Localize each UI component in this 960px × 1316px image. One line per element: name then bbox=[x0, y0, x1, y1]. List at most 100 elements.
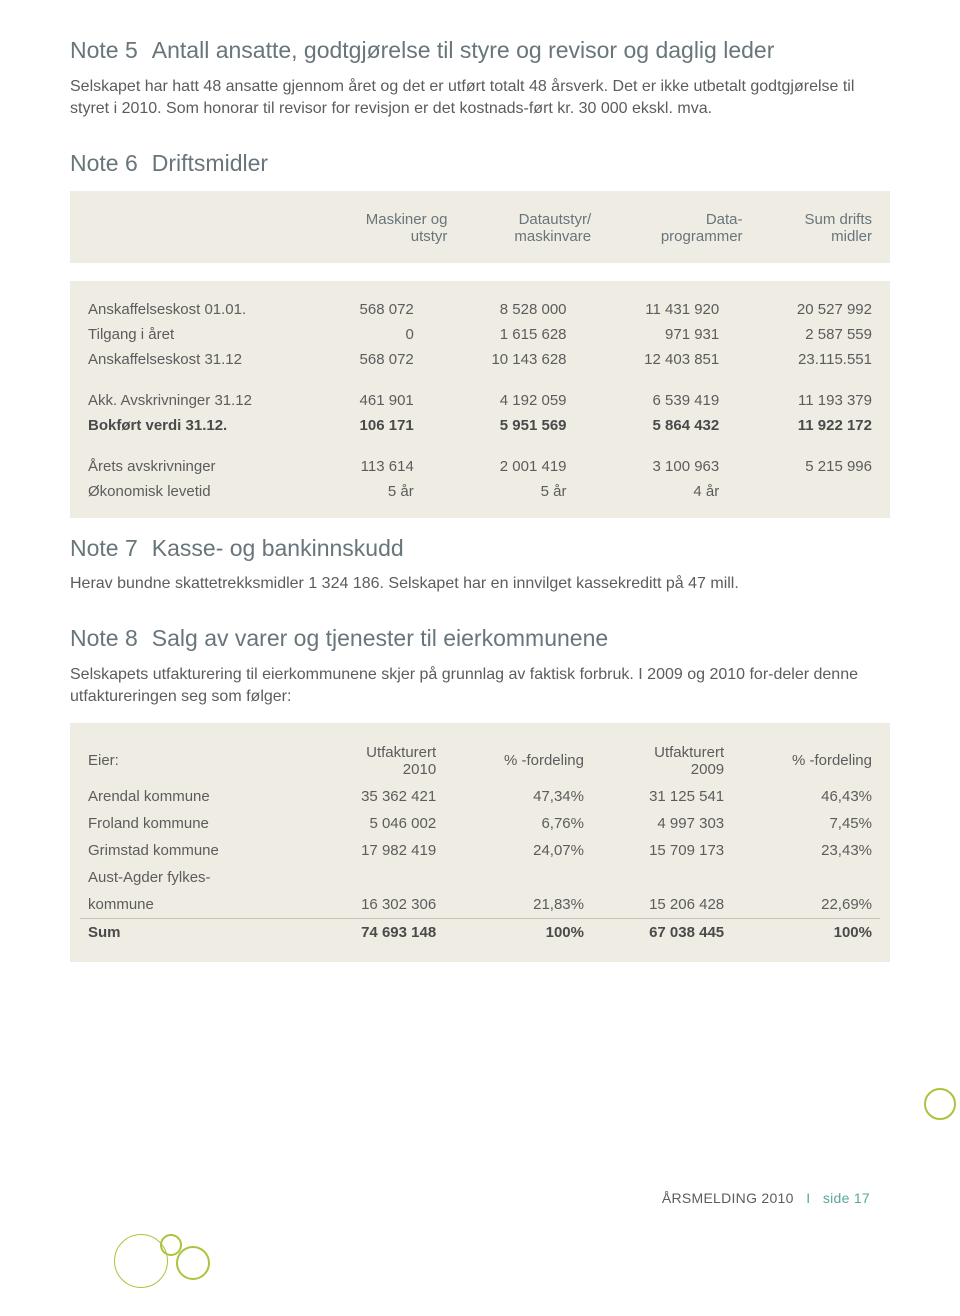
table-row: kommune 16 302 306 21,83% 15 206 428 22,… bbox=[80, 891, 880, 919]
cell: 22,69% bbox=[732, 891, 880, 919]
note8-heading: Note 8 Salg av varer og tjenester til eie… bbox=[70, 624, 890, 654]
cell: 3 100 963 bbox=[575, 454, 728, 479]
cell: 2 587 559 bbox=[727, 322, 880, 347]
note7-title-text: Kasse- og bankinnskudd bbox=[152, 535, 404, 561]
table-row: Akk. Avskrivninger 31.12 461 901 4 192 0… bbox=[80, 388, 880, 413]
note6-heading: Note 6 Driftsmidler bbox=[70, 149, 890, 179]
note8-title-text: Salg av varer og tjenester til eierkommu… bbox=[152, 625, 608, 651]
col-header: Data-programmer bbox=[599, 207, 750, 249]
table-row: Anskaffelseskost 31.12 568 072 10 143 62… bbox=[80, 347, 880, 372]
cell: 23,43% bbox=[732, 837, 880, 864]
note5-body: Selskapet har hatt 48 ansatte gjennom år… bbox=[70, 76, 890, 121]
table-row-bold: Bokført verdi 31.12. 106 171 5 951 569 5… bbox=[80, 413, 880, 438]
cell: 17 982 419 bbox=[304, 837, 444, 864]
cell: 100% bbox=[444, 918, 592, 946]
cell: 5 951 569 bbox=[422, 413, 575, 438]
note6-table: Maskiner ogutstyr Datautstyr/maskinvare … bbox=[80, 207, 880, 249]
note5-title-text: Antall ansatte, godtgjørelse til styre o… bbox=[152, 37, 775, 63]
cell bbox=[727, 479, 880, 504]
table-row: Aust-Agder fylkes- bbox=[80, 864, 880, 891]
cell: 11 193 379 bbox=[727, 388, 880, 413]
cell: 0 bbox=[304, 322, 422, 347]
row-label: Anskaffelseskost 31.12 bbox=[80, 347, 304, 372]
note7-number: Note 7 bbox=[70, 534, 138, 564]
note6-table-block: Maskiner ogutstyr Datautstyr/maskinvare … bbox=[70, 191, 890, 518]
cell: 6,76% bbox=[444, 810, 592, 837]
cell: 11 431 920 bbox=[575, 297, 728, 322]
cell: 113 614 bbox=[304, 454, 422, 479]
row-label: Sum bbox=[80, 918, 304, 946]
row-label: Arendal kommune bbox=[80, 783, 304, 810]
cell: 4 192 059 bbox=[422, 388, 575, 413]
row-label: Anskaffelseskost 01.01. bbox=[80, 297, 304, 322]
cell: 5 år bbox=[422, 479, 575, 504]
cell: 568 072 bbox=[304, 347, 422, 372]
note6-number: Note 6 bbox=[70, 149, 138, 179]
page-footer: ÅRSMELDING 2010 I side 17 bbox=[662, 1190, 870, 1206]
cell: 106 171 bbox=[304, 413, 422, 438]
col-header: Utfakturert2010 bbox=[304, 739, 444, 783]
cell: 35 362 421 bbox=[304, 783, 444, 810]
cell: 100% bbox=[732, 918, 880, 946]
note8-section: Note 8 Salg av varer og tjenester til eie… bbox=[70, 624, 890, 962]
cell: 11 922 172 bbox=[727, 413, 880, 438]
note7-body: Herav bundne skattetrekksmidler 1 324 18… bbox=[70, 573, 890, 595]
decorative-ring-icon bbox=[924, 1088, 956, 1120]
cell: 21,83% bbox=[444, 891, 592, 919]
col-header: Datautstyr/maskinvare bbox=[455, 207, 599, 249]
col-header: % -fordeling bbox=[732, 739, 880, 783]
note6-title-text: Driftsmidler bbox=[152, 150, 268, 176]
col-header: % -fordeling bbox=[444, 739, 592, 783]
note5-number: Note 5 bbox=[70, 36, 138, 66]
cell: 5 046 002 bbox=[304, 810, 444, 837]
col-header: Sum driftsmidler bbox=[751, 207, 880, 249]
note8-table-block: Eier: Utfakturert2010 % -fordeling Utfak… bbox=[70, 723, 890, 962]
table-row: Grimstad kommune 17 982 419 24,07% 15 70… bbox=[80, 837, 880, 864]
table-row: Froland kommune 5 046 002 6,76% 4 997 30… bbox=[80, 810, 880, 837]
cell: 67 038 445 bbox=[592, 918, 732, 946]
footer-page: side 17 bbox=[823, 1190, 870, 1206]
footer-title: ÅRSMELDING 2010 bbox=[662, 1190, 794, 1206]
note6-table-body1: Anskaffelseskost 01.01. 568 072 8 528 00… bbox=[80, 297, 880, 504]
table-row: Tilgang i året 0 1 615 628 971 931 2 587… bbox=[80, 322, 880, 347]
cell: 16 302 306 bbox=[304, 891, 444, 919]
cell: 47,34% bbox=[444, 783, 592, 810]
table-row: Årets avskrivninger 113 614 2 001 419 3 … bbox=[80, 454, 880, 479]
table-row: Arendal kommune 35 362 421 47,34% 31 125… bbox=[80, 783, 880, 810]
decorative-ring-icon bbox=[176, 1246, 210, 1280]
cell: 568 072 bbox=[304, 297, 422, 322]
cell: 23.115.551 bbox=[727, 347, 880, 372]
page-container: Note 5 Antall ansatte, godtgjørelse til s… bbox=[0, 0, 960, 1316]
cell: 15 709 173 bbox=[592, 837, 732, 864]
row-label: Økonomisk levetid bbox=[80, 479, 304, 504]
row-label: Tilgang i året bbox=[80, 322, 304, 347]
table-header-row: Maskiner ogutstyr Datautstyr/maskinvare … bbox=[80, 207, 880, 249]
cell: 8 528 000 bbox=[422, 297, 575, 322]
table-header-row: Eier: Utfakturert2010 % -fordeling Utfak… bbox=[80, 739, 880, 783]
row-label: Bokført verdi 31.12. bbox=[80, 413, 304, 438]
note8-table: Eier: Utfakturert2010 % -fordeling Utfak… bbox=[80, 739, 880, 946]
table-row: Økonomisk levetid 5 år 5 år 4 år bbox=[80, 479, 880, 504]
row-label: Aust-Agder fylkes- bbox=[80, 864, 304, 891]
cell: 4 997 303 bbox=[592, 810, 732, 837]
cell: 5 215 996 bbox=[727, 454, 880, 479]
cell: 20 527 992 bbox=[727, 297, 880, 322]
col-header: Maskiner ogutstyr bbox=[304, 207, 455, 249]
row-label: Akk. Avskrivninger 31.12 bbox=[80, 388, 304, 413]
cell: 12 403 851 bbox=[575, 347, 728, 372]
note8-body: Selskapets utfakturering til eierkommune… bbox=[70, 664, 890, 709]
row-label: Grimstad kommune bbox=[80, 837, 304, 864]
note8-number: Note 8 bbox=[70, 624, 138, 654]
cell: 46,43% bbox=[732, 783, 880, 810]
table-row: Anskaffelseskost 01.01. 568 072 8 528 00… bbox=[80, 297, 880, 322]
cell: 4 år bbox=[575, 479, 728, 504]
row-label: Årets avskrivninger bbox=[80, 454, 304, 479]
cell: 31 125 541 bbox=[592, 783, 732, 810]
cell: 24,07% bbox=[444, 837, 592, 864]
cell: 7,45% bbox=[732, 810, 880, 837]
cell: 6 539 419 bbox=[575, 388, 728, 413]
cell: 10 143 628 bbox=[422, 347, 575, 372]
footer-separator: I bbox=[806, 1190, 810, 1206]
cell: 5 år bbox=[304, 479, 422, 504]
row-label: kommune bbox=[80, 891, 304, 919]
